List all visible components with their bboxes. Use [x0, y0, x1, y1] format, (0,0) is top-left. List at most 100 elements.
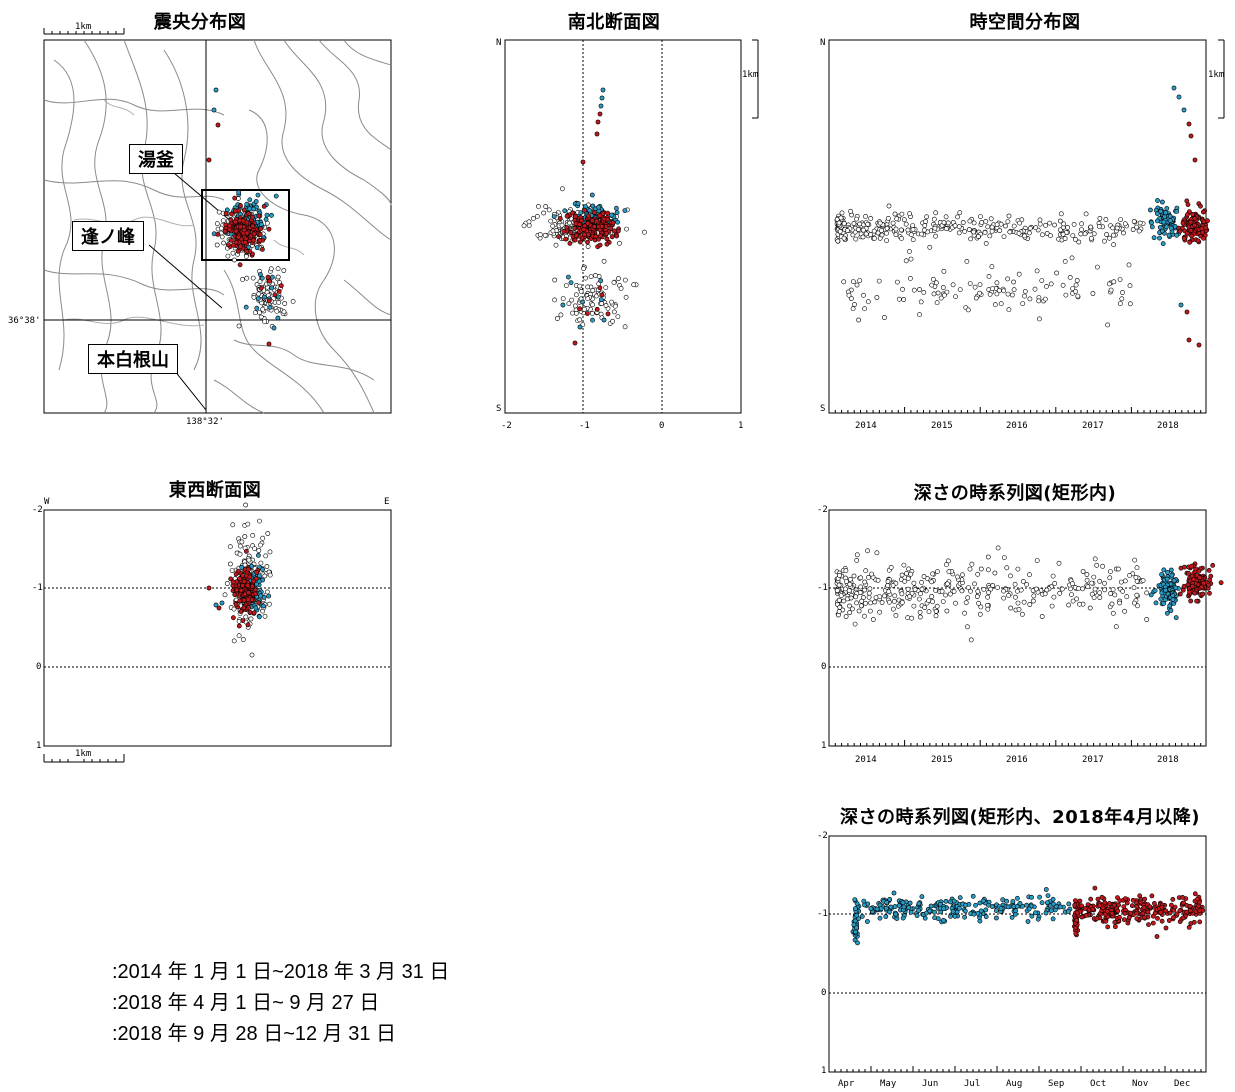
st-event-dot: [1097, 216, 1103, 221]
d18-event-dot: [1180, 915, 1186, 921]
st-event-dot: [1036, 316, 1042, 322]
ew-event-dot: [249, 652, 255, 658]
dts-ytick: -1: [817, 583, 828, 593]
map-event-dot: [236, 234, 241, 240]
ns-event-dot: [548, 218, 554, 224]
d18-event-dot: [963, 902, 969, 908]
ns-event-dot: [567, 240, 573, 246]
d18-event-dot: [951, 898, 957, 904]
d18-event-dot: [1184, 909, 1190, 915]
ns-event-dot: [589, 192, 595, 198]
dts-event-dot: [844, 579, 849, 584]
dts-event-dot: [1131, 600, 1137, 606]
d18-event-dot: [932, 915, 937, 921]
st-event-dot: [994, 291, 1000, 297]
d18-event-dot: [868, 906, 874, 911]
d18-event-dot: [1092, 885, 1098, 891]
d18-event-dot: [1057, 904, 1063, 910]
dts-event-dot: [1133, 575, 1139, 580]
st-event-dot: [1105, 322, 1110, 328]
st-event-dot: [979, 219, 985, 225]
ns-event-dot: [569, 297, 575, 303]
ns-event-dot: [530, 215, 536, 221]
dts-event-dot: [935, 569, 940, 574]
st-event-dot: [1174, 208, 1180, 214]
st-event-dot: [922, 223, 928, 228]
ew-ytick: 1: [36, 741, 42, 751]
ns-event-dot: [616, 276, 621, 281]
dts-event-dot: [836, 573, 842, 578]
st-event-dot: [917, 312, 922, 318]
dts-event-dot: [834, 588, 840, 593]
dts-event-dot: [1076, 586, 1081, 591]
ns-event-dot: [597, 285, 603, 291]
st-event-dot: [1127, 301, 1133, 307]
d18-event-dot: [1009, 915, 1015, 920]
st-event-dot: [879, 228, 884, 233]
ew-event-dot: [234, 587, 240, 593]
ns-event-dot: [597, 242, 603, 248]
map-event-dot: [243, 253, 249, 259]
map-event-dot: [243, 304, 249, 310]
d18-event-dot: [932, 909, 937, 915]
map-event-dot: [247, 206, 253, 212]
st-event-dot: [921, 289, 927, 295]
ns-event-dot: [599, 292, 605, 298]
ns-event-dot: [577, 239, 583, 245]
d18-event-dot: [928, 903, 934, 909]
ns-event-dot: [604, 241, 610, 247]
st-event-dot: [1075, 293, 1081, 299]
st-event-dot: [1083, 211, 1089, 217]
dts-event-dot: [859, 598, 864, 604]
st-event-dot: [941, 268, 947, 274]
map-event-dot: [238, 244, 243, 249]
st-event-dot: [972, 284, 978, 290]
st-event-dot: [1120, 290, 1125, 295]
ns-event-dot: [604, 236, 610, 242]
dts-event-dot: [1087, 605, 1093, 611]
map-event-dot: [241, 207, 247, 213]
dts-year-tick: 2016: [1006, 755, 1028, 765]
dts-event-dot: [1102, 587, 1108, 593]
ns-event-dot: [594, 131, 600, 137]
st-event-dot: [1071, 221, 1077, 227]
ns-event-dot: [551, 214, 557, 219]
st-event-dot: [1060, 231, 1066, 237]
dts-event-dot: [862, 613, 867, 619]
st-event-dot: [1176, 94, 1182, 100]
st-event-dot: [852, 302, 857, 307]
ns-event-dot: [610, 318, 615, 324]
ew-event-dot: [231, 638, 237, 644]
dts-event-dot: [965, 595, 971, 601]
st-event-dot: [923, 219, 928, 224]
dts-event-dot: [1094, 562, 1100, 568]
st-event-dot: [955, 214, 960, 220]
st-event-dot: [934, 280, 939, 286]
st-event-dot: [1001, 288, 1006, 294]
dts-event-dot: [847, 610, 853, 615]
map-event-dot: [229, 211, 234, 217]
ns-event-dot: [577, 324, 583, 330]
ns-event-dot: [603, 285, 609, 290]
d18-event-dot: [1141, 905, 1147, 911]
st-event-dot: [835, 238, 841, 244]
st-event-dot: [890, 220, 896, 226]
dts-event-dot: [1192, 590, 1198, 596]
st-event-dot: [941, 220, 947, 225]
st-event-dot: [1149, 224, 1155, 230]
ns-event-dot: [562, 208, 568, 214]
st-event-dot: [1167, 218, 1173, 223]
dts-event-dot: [1034, 558, 1040, 563]
dts-event-dot: [885, 579, 891, 584]
d18-event-dot: [1105, 924, 1111, 930]
dts-event-dot: [963, 600, 969, 606]
st-event-dot: [983, 218, 989, 224]
st-event-dot: [1111, 242, 1116, 248]
st-event-dot: [989, 224, 995, 230]
st-event-dot: [1154, 218, 1160, 224]
st-event-dot: [848, 296, 854, 301]
d18-event-dot: [1014, 904, 1020, 909]
d18-event-dot: [1043, 887, 1049, 892]
st-event-dot: [1047, 233, 1053, 239]
d18-month-tick: May: [880, 1079, 897, 1089]
